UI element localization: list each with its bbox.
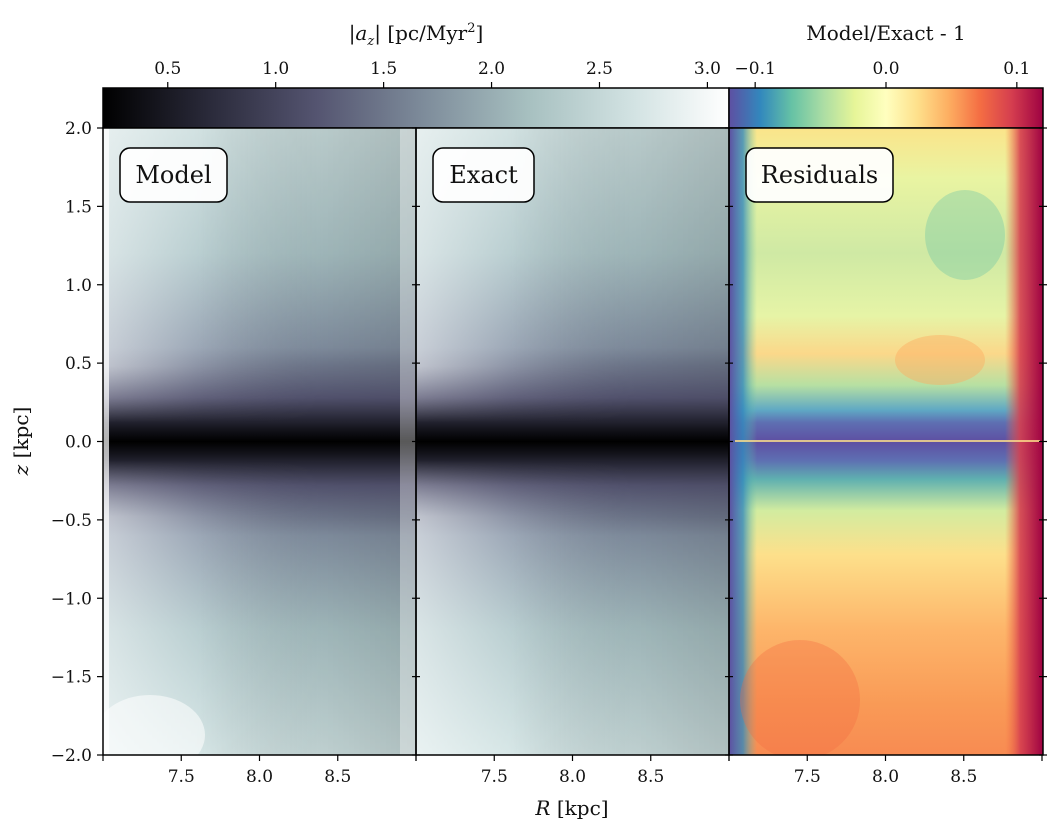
colorbar-residual-ticks: −0.1 0.0 0.1 bbox=[735, 59, 1030, 88]
colorbar-tick-label: −0.1 bbox=[735, 59, 776, 79]
panel-model bbox=[103, 128, 416, 755]
colorbar-az-ticks: 0.5 1.0 1.5 2.0 2.5 3.0 bbox=[154, 59, 721, 88]
x-tick-label: 8.5 bbox=[637, 767, 664, 787]
panel-label-residuals: Residuals bbox=[745, 147, 894, 203]
y-tick-label: −1.5 bbox=[51, 668, 92, 688]
svg-text:Residuals: Residuals bbox=[761, 161, 878, 189]
panel-residuals-lower-warm bbox=[740, 640, 860, 755]
panel-residuals bbox=[729, 128, 1043, 755]
y-tick-label: −2.0 bbox=[51, 746, 92, 766]
colorbar-tick-label: 3.0 bbox=[694, 59, 721, 79]
panel-residuals-warm-patch bbox=[895, 335, 985, 385]
y-tick-label: 0.5 bbox=[65, 354, 92, 374]
colorbar-tick-label: 1.0 bbox=[262, 59, 289, 79]
panel-exact-radial-shade bbox=[416, 128, 729, 755]
panel-ticks bbox=[412, 127, 1047, 756]
panel-label-model: Model bbox=[119, 147, 228, 203]
x-tick-label: 7.5 bbox=[481, 767, 508, 787]
colorbar-residual: −0.1 0.0 0.1 Model/Exact - 1 bbox=[728, 21, 1044, 129]
colorbar-az-title: |az| [pc/Myr2] bbox=[349, 21, 484, 49]
colorbar-tick-label: 0.0 bbox=[872, 59, 899, 79]
x-tick-label: 7.5 bbox=[794, 767, 821, 787]
panel-model-corner-glow bbox=[103, 695, 205, 755]
y-axis: 2.0 1.5 1.0 0.5 0.0 −0.5 −1.0 −1.5 −2.0 bbox=[51, 119, 103, 766]
panel-residuals-cool-patch bbox=[925, 190, 1005, 280]
colorbar-residual-fill bbox=[729, 88, 1043, 128]
y-tick-label: −0.5 bbox=[51, 511, 92, 531]
colorbar-residual-title: Model/Exact - 1 bbox=[806, 21, 966, 45]
svg-text:Exact: Exact bbox=[449, 161, 518, 189]
y-tick-label: 1.0 bbox=[65, 276, 92, 296]
y-axis-title: z [kpc] bbox=[9, 407, 33, 477]
x-tick-label: 8.0 bbox=[872, 767, 899, 787]
colorbar-az: 0.5 1.0 1.5 2.0 2.5 3.0 |az| [pc/Myr2] bbox=[102, 21, 730, 129]
colorbar-tick-label: 1.5 bbox=[370, 59, 397, 79]
x-tick-label: 8.5 bbox=[950, 767, 977, 787]
x-tick-label: 8.5 bbox=[324, 767, 351, 787]
panel-exact bbox=[416, 128, 729, 755]
y-tick-label: 2.0 bbox=[65, 119, 92, 139]
y-tick-label: 0.0 bbox=[65, 433, 92, 453]
y-tick-label: 1.5 bbox=[65, 197, 92, 217]
panel-model-radial-shade bbox=[103, 128, 416, 755]
panel-label-exact: Exact bbox=[432, 147, 535, 203]
x-tick-label: 7.5 bbox=[168, 767, 195, 787]
colorbar-tick-label: 2.5 bbox=[586, 59, 613, 79]
x-tick-label: 8.0 bbox=[246, 767, 273, 787]
colorbar-tick-label: 0.5 bbox=[154, 59, 181, 79]
x-tick-label: 8.0 bbox=[559, 767, 586, 787]
panel-model-edge-left bbox=[103, 128, 109, 755]
svg-text:Model: Model bbox=[135, 161, 211, 189]
x-axis-title: R [kpc] bbox=[534, 796, 608, 820]
y-tick-label: −1.0 bbox=[51, 589, 92, 609]
x-axis: 7.5 8.0 8.5 7.5 8.0 8.5 7.5 8.0 8.5 bbox=[102, 755, 1043, 787]
colorbar-tick-label: 0.1 bbox=[1003, 59, 1030, 79]
colorbar-tick-label: 2.0 bbox=[478, 59, 505, 79]
colorbar-az-fill bbox=[103, 88, 729, 128]
